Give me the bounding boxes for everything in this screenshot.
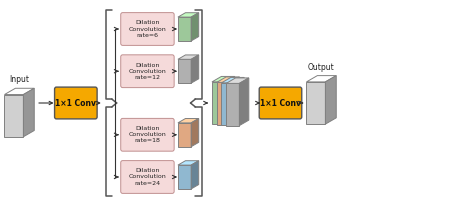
- Polygon shape: [178, 123, 191, 147]
- Text: 1×1 Conv: 1×1 Conv: [55, 98, 96, 108]
- Text: Dilation
Convolution
rate=18: Dilation Convolution rate=18: [128, 126, 166, 144]
- Polygon shape: [221, 83, 235, 125]
- FancyBboxPatch shape: [259, 87, 302, 119]
- Polygon shape: [178, 118, 199, 123]
- Polygon shape: [191, 161, 199, 189]
- Polygon shape: [325, 76, 336, 124]
- Polygon shape: [191, 118, 199, 147]
- Polygon shape: [212, 76, 235, 82]
- Polygon shape: [4, 95, 23, 137]
- Polygon shape: [178, 165, 191, 189]
- FancyBboxPatch shape: [121, 161, 174, 193]
- Polygon shape: [307, 76, 336, 82]
- Polygon shape: [191, 55, 199, 83]
- Polygon shape: [217, 77, 239, 82]
- Polygon shape: [178, 161, 199, 165]
- Text: Dilation
Convolution
rate=12: Dilation Convolution rate=12: [128, 62, 166, 80]
- Polygon shape: [4, 88, 34, 95]
- FancyBboxPatch shape: [121, 13, 174, 45]
- Polygon shape: [217, 82, 230, 125]
- Polygon shape: [178, 17, 191, 41]
- Text: Input: Input: [9, 75, 29, 84]
- Text: Output: Output: [308, 63, 335, 72]
- Text: Dilation
Convolution
rate=6: Dilation Convolution rate=6: [128, 20, 166, 38]
- Polygon shape: [307, 82, 325, 124]
- Polygon shape: [178, 13, 199, 17]
- Polygon shape: [178, 59, 191, 83]
- Polygon shape: [191, 13, 199, 41]
- Polygon shape: [239, 78, 249, 126]
- FancyBboxPatch shape: [121, 55, 174, 88]
- Polygon shape: [230, 77, 239, 125]
- Polygon shape: [23, 88, 34, 137]
- Polygon shape: [226, 83, 239, 126]
- Polygon shape: [178, 55, 199, 59]
- Polygon shape: [225, 76, 235, 124]
- FancyBboxPatch shape: [55, 87, 97, 119]
- Text: Dilation
Convolution
rate=24: Dilation Convolution rate=24: [128, 168, 166, 186]
- FancyBboxPatch shape: [121, 118, 174, 151]
- Polygon shape: [226, 78, 249, 83]
- Text: 1×1 Conv: 1×1 Conv: [260, 98, 301, 108]
- Polygon shape: [212, 82, 225, 124]
- Polygon shape: [221, 77, 244, 83]
- Polygon shape: [235, 77, 244, 125]
